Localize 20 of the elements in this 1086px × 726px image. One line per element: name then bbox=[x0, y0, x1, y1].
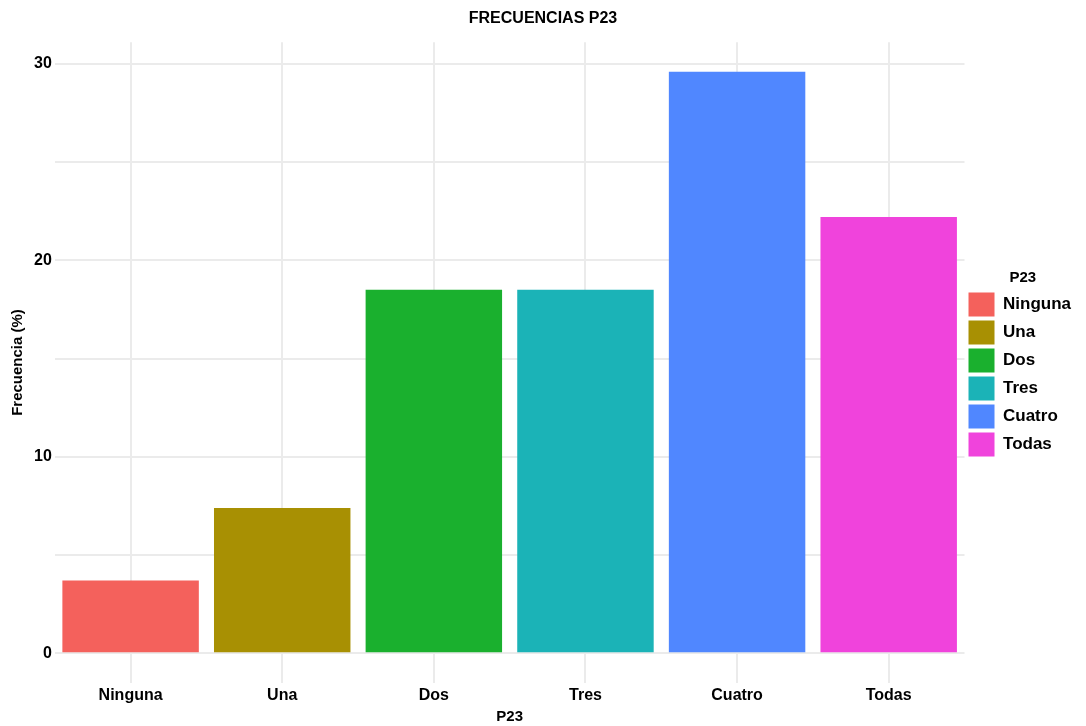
y-tick-label: 30 bbox=[34, 54, 52, 72]
x-tick-label: Cuatro bbox=[711, 685, 764, 703]
x-axis-title: P23 bbox=[496, 707, 523, 725]
y-axis-title: Frecuencia (%) bbox=[8, 309, 26, 416]
legend-label: Dos bbox=[1003, 350, 1036, 370]
legend-label: Tres bbox=[1003, 378, 1038, 398]
y-tick-label: 20 bbox=[34, 250, 52, 268]
legend-label: Todas bbox=[1003, 434, 1052, 454]
x-tick-label: Todas bbox=[865, 685, 912, 703]
legend-label: Ninguna bbox=[1003, 294, 1072, 314]
x-tick-label: Ninguna bbox=[98, 685, 163, 703]
x-tick-label: Una bbox=[267, 685, 298, 703]
y-tick-label: 10 bbox=[34, 447, 52, 465]
x-tick-label: Tres bbox=[569, 685, 603, 703]
x-tick-label: Dos bbox=[418, 685, 450, 703]
y-tick-label: 0 bbox=[42, 643, 52, 661]
legend-title: P23 bbox=[1009, 268, 1037, 286]
chart-title: FRECUENCIAS P23 bbox=[468, 9, 618, 27]
legend-label: Cuatro bbox=[1003, 406, 1058, 426]
legend-label: Una bbox=[1003, 322, 1036, 342]
